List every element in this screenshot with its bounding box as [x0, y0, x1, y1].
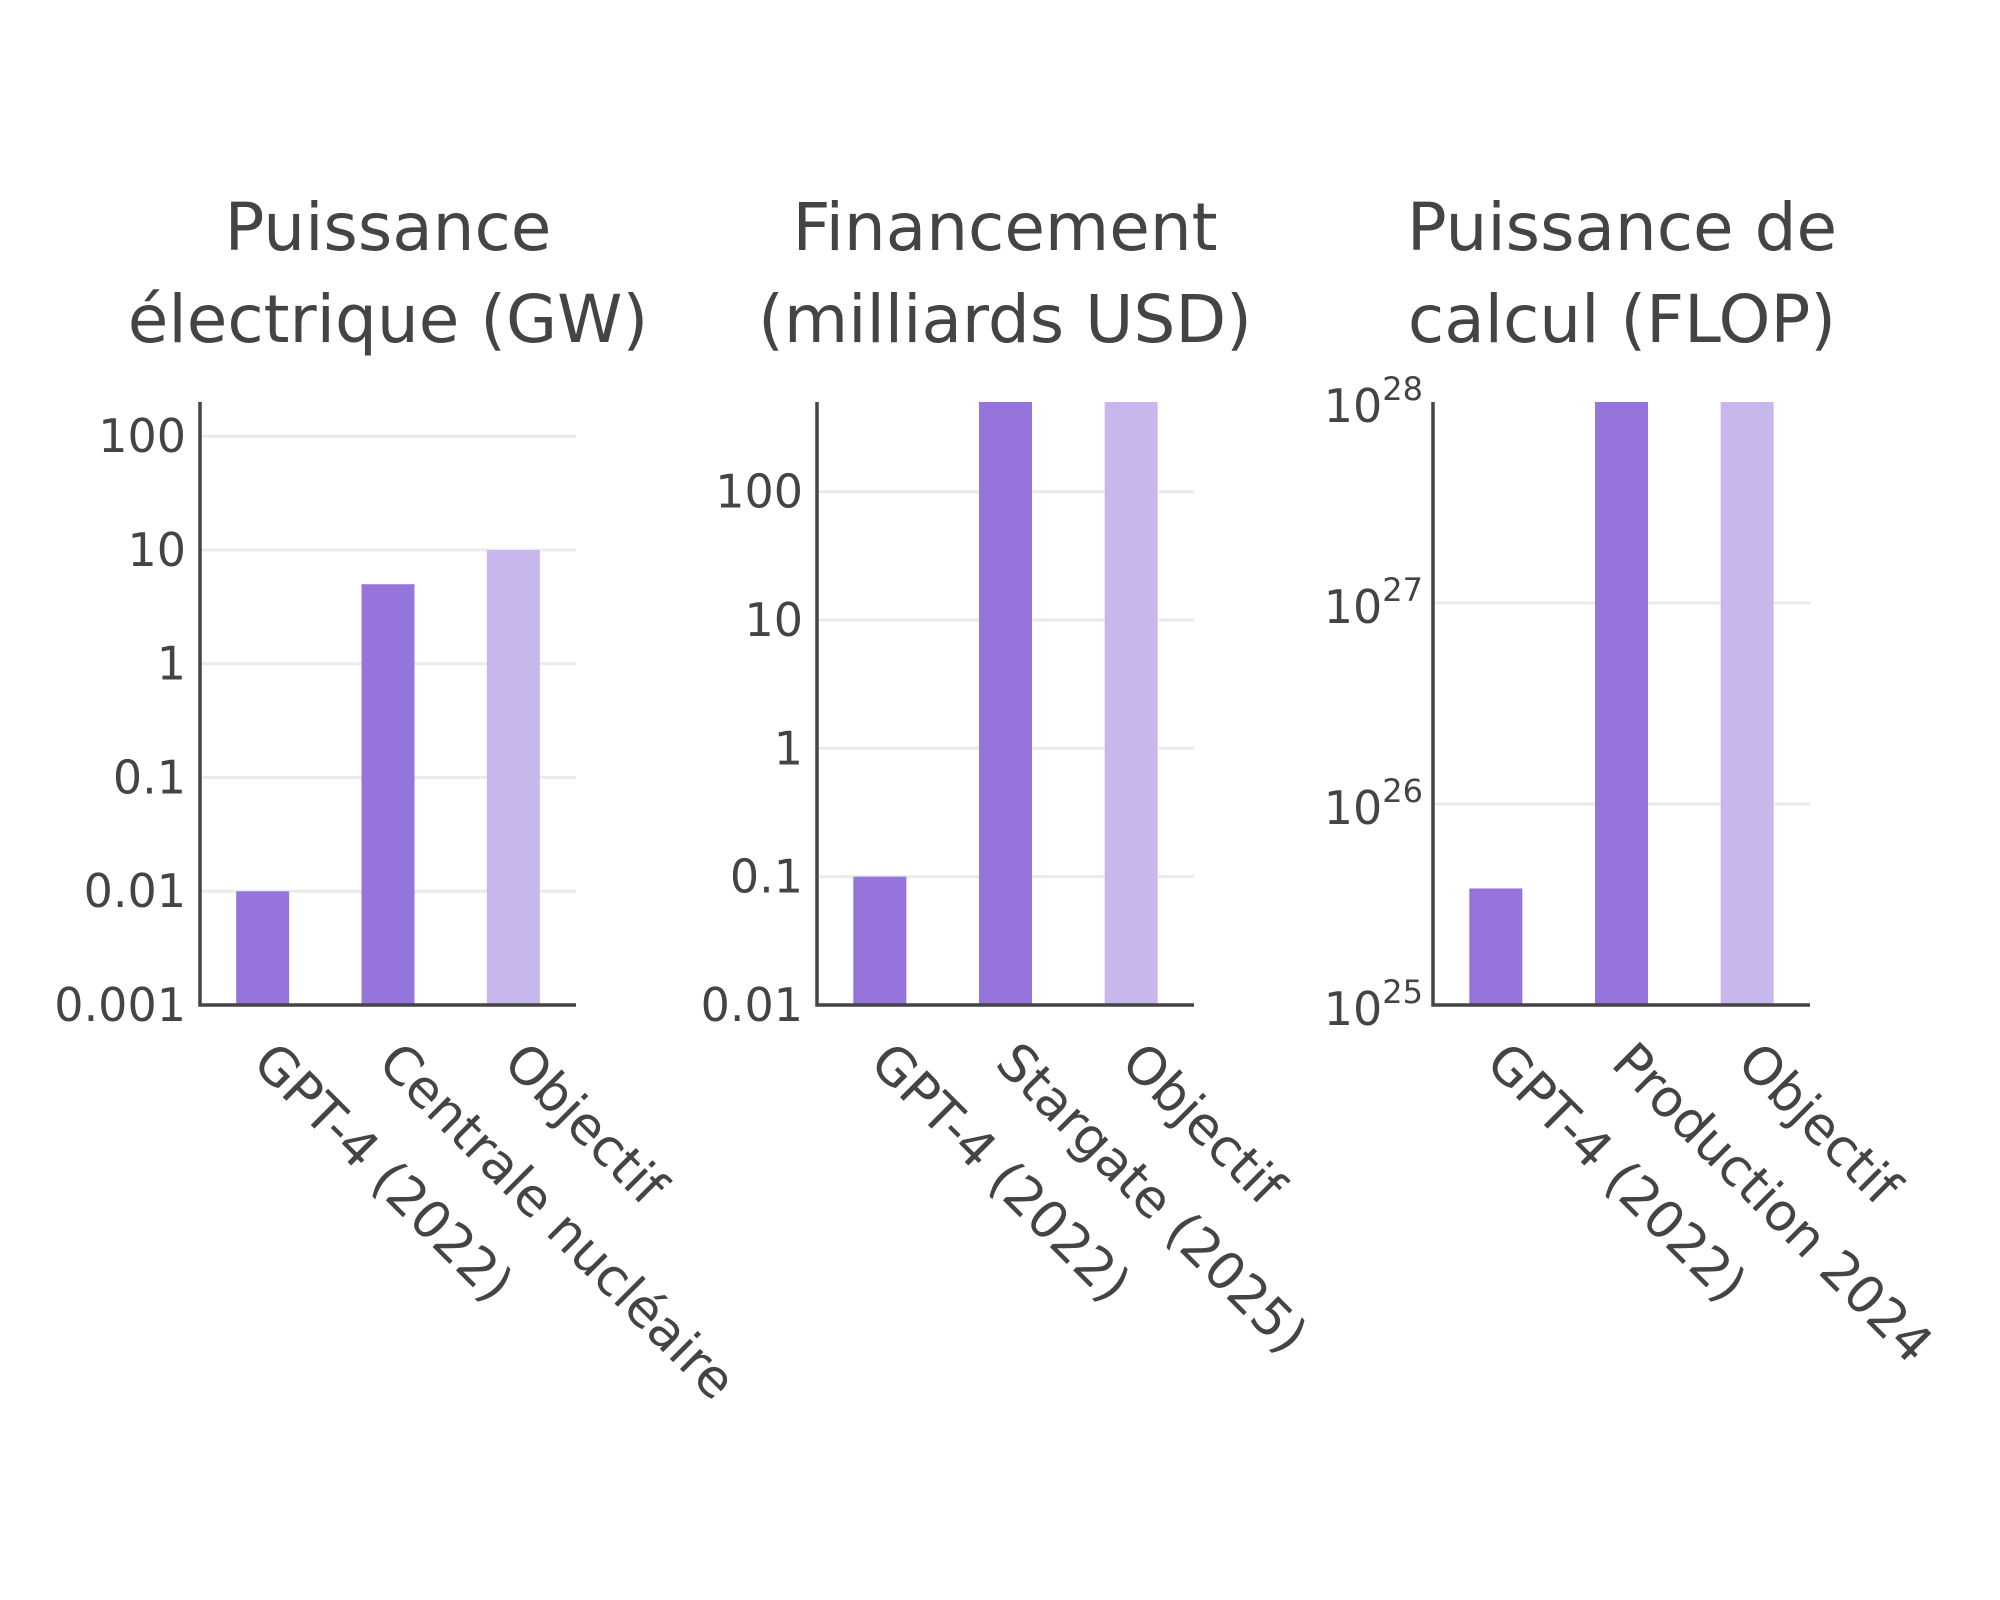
y-tick-base: 10 — [1324, 379, 1383, 433]
y-tick-label: 0.1 — [730, 850, 803, 904]
axis-lines — [1431, 402, 1810, 1007]
bar-target — [1104, 402, 1158, 1005]
chart-title-line: Puissance de — [1407, 189, 1837, 266]
bar-second — [361, 584, 415, 1005]
y-tick-base: 10 — [1324, 580, 1383, 634]
axis-lines — [198, 402, 576, 1007]
chart-title: Puissance électrique (GW) — [128, 189, 648, 358]
bar-target — [1720, 402, 1774, 1005]
y-tick-label: 1028 — [1324, 370, 1423, 433]
chart-title-line: (milliards USD) — [758, 281, 1252, 358]
chart-title: Financement (milliards USD) — [758, 189, 1252, 358]
y-tick-label: 0.1 — [113, 750, 186, 804]
y-tick-label: 1 — [157, 637, 186, 691]
y-tick-base: 10 — [1324, 982, 1383, 1036]
bar-gpt4 — [236, 891, 290, 1005]
y-tick-label: 0.01 — [84, 864, 186, 918]
chart-title-line: électrique (GW) — [128, 281, 648, 358]
y-tick-exponent: 26 — [1382, 772, 1423, 810]
y-tick-base: 10 — [1324, 781, 1383, 835]
bar-second — [979, 402, 1032, 1005]
chart-panel-2: Financement (milliards USD)0.010.1110100G… — [701, 189, 1319, 1366]
y-tick-exponent: 27 — [1382, 571, 1423, 609]
y-tick-exponent: 28 — [1382, 370, 1423, 408]
y-tick-exponent: 25 — [1382, 973, 1423, 1011]
y-tick-label: 10 — [127, 523, 186, 577]
chart-panel-3: Puissance de calcul (FLOP)102510261027102… — [1324, 189, 1944, 1375]
bar-gpt4 — [1469, 888, 1523, 1005]
y-tick-label: 1027 — [1324, 571, 1423, 634]
y-tick-label: 1025 — [1324, 973, 1423, 1036]
chart-panel-1: Puissance électrique (GW) 0.001 0.01 0.1 1 10 1… — [54, 189, 746, 1412]
y-tick-label: 100 — [715, 465, 803, 519]
y-tick-label: 0.01 — [701, 978, 803, 1032]
bar-second — [1595, 402, 1648, 1005]
chart-title-line: Puissance — [225, 189, 552, 266]
y-tick-label: 1 — [774, 721, 803, 775]
bar-gpt4 — [853, 876, 907, 1005]
chart-title: Puissance de calcul (FLOP) — [1407, 189, 1837, 358]
bar-target — [486, 549, 540, 1005]
axis-lines — [815, 402, 1194, 1007]
chart-title-line: Financement — [792, 189, 1217, 266]
y-tick-label: 10 — [744, 593, 803, 647]
y-tick-label: 100 — [98, 409, 186, 463]
y-tick-label: 0.001 — [54, 978, 186, 1032]
y-tick-label: 1026 — [1324, 772, 1423, 835]
chart-title-line: calcul (FLOP) — [1408, 281, 1836, 358]
